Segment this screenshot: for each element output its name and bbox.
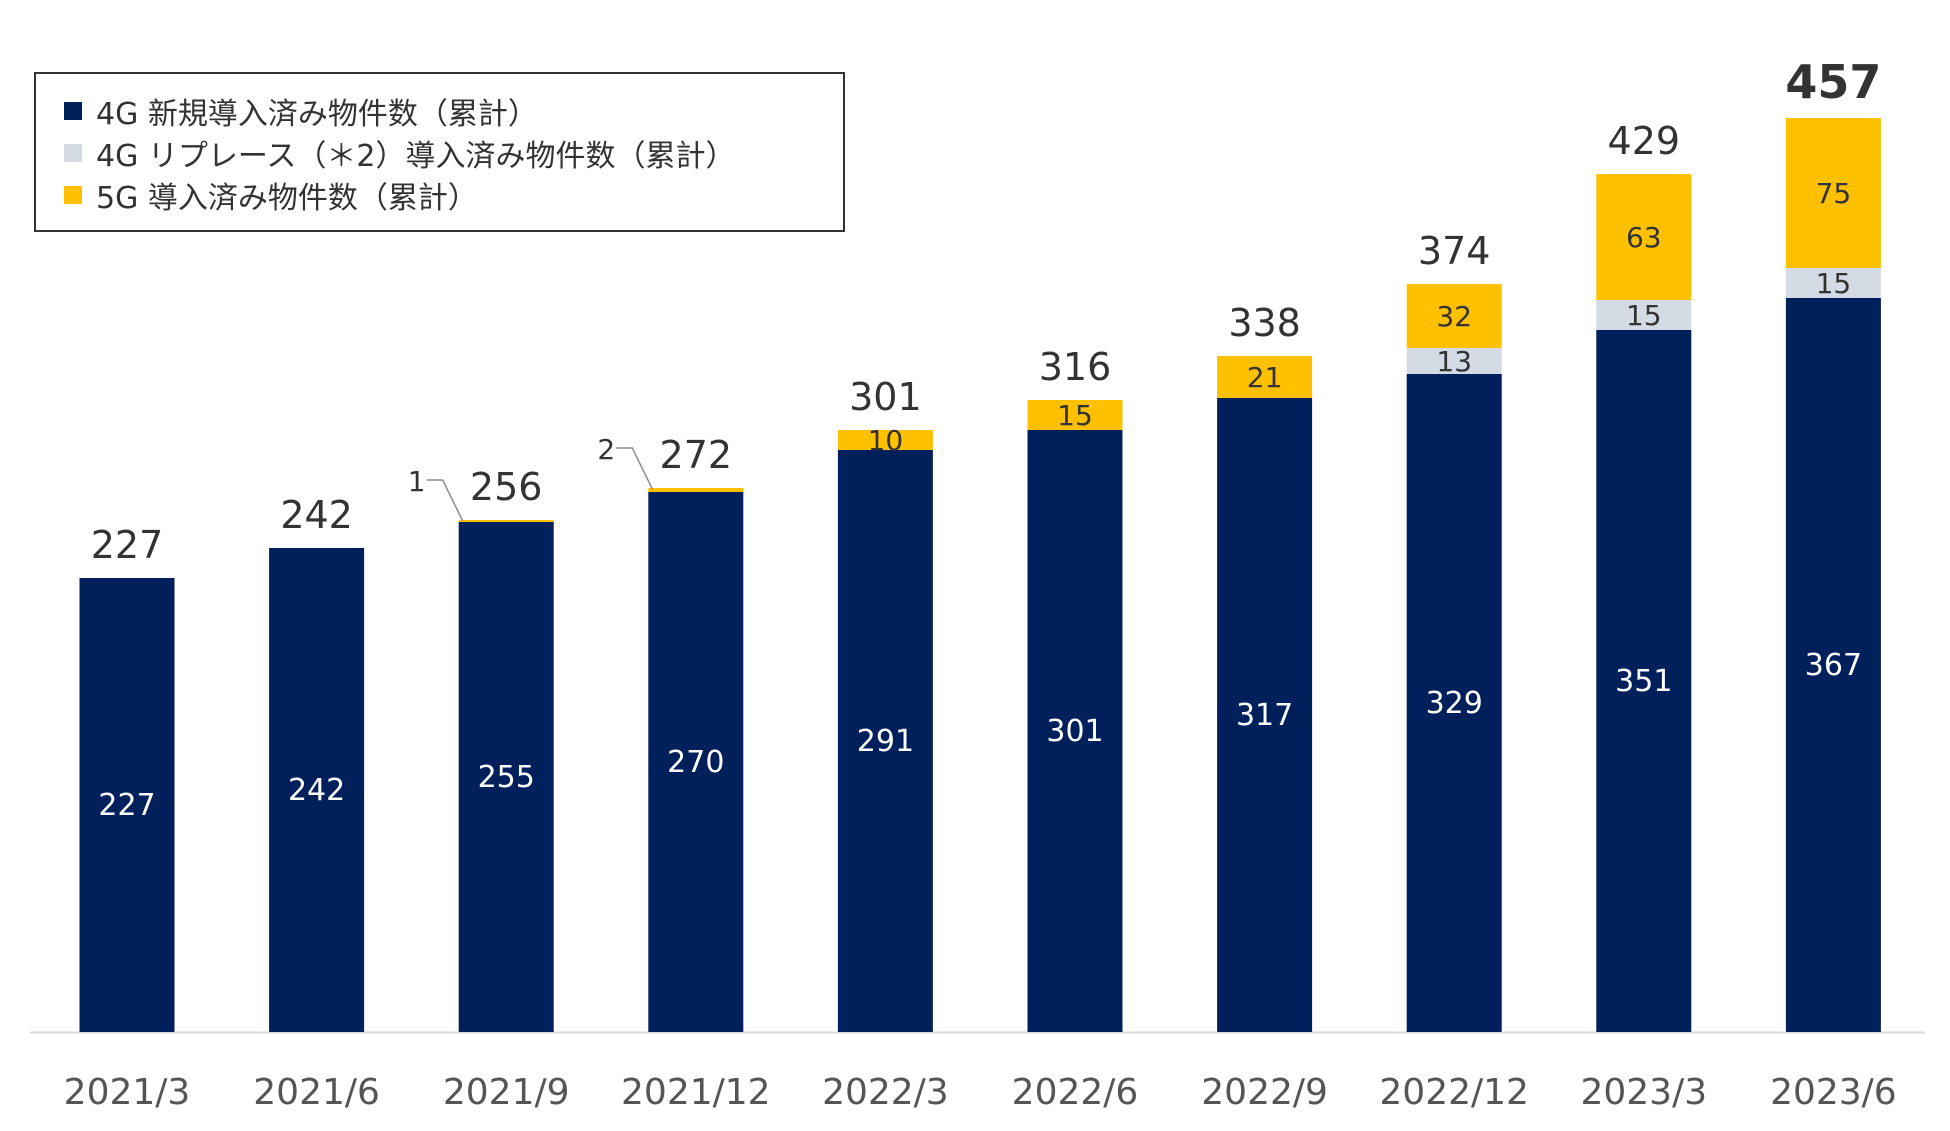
value-label-4g-replace-7: 13 [1436,345,1472,378]
value-label-4g-new-0: 227 [98,788,155,823]
bar-5g-8 [1596,174,1692,300]
value-label-4g-new-9: 367 [1805,648,1862,683]
value-label-5g-3: 2 [597,433,615,466]
bar-4g-new-9 [1785,298,1881,1032]
bar-5g-3 [648,488,744,492]
x-tick-label-0: 2021/3 [64,1072,191,1113]
total-label-0: 227 [91,523,164,567]
total-label-9: 457 [1785,55,1881,109]
value-label-4g-new-3: 270 [667,745,724,780]
bar-4g-replace-8 [1596,300,1692,330]
bar-4g-new-1 [269,548,365,1032]
value-label-5g-5: 15 [1057,399,1093,432]
value-label-5g-4: 10 [868,424,904,457]
bar-4g-new-5 [1027,430,1123,1032]
value-label-4g-new-2: 255 [478,760,535,795]
legend-label-4g-new: 4G 新規導入済み物件数（累計） [96,97,538,132]
x-tick-label-7: 2022/12 [1379,1072,1529,1113]
bar-5g-2 [458,520,554,522]
value-label-4g-new-5: 301 [1046,714,1103,749]
value-label-4g-new-8: 351 [1615,664,1672,699]
total-label-1: 242 [280,493,353,537]
total-label-3: 272 [660,433,733,477]
value-label-4g-new-7: 329 [1426,686,1483,721]
legend-swatch-4g-replace [64,144,82,162]
total-label-5: 316 [1039,345,1112,389]
bar-4g-new-8 [1596,330,1692,1032]
bar-5g-4 [837,430,933,450]
value-label-5g-7: 32 [1436,300,1472,333]
total-label-8: 429 [1608,119,1681,163]
value-label-4g-replace-9: 15 [1816,267,1852,300]
legend-swatch-4g-new [64,102,82,120]
total-label-7: 374 [1418,229,1491,273]
total-label-4: 301 [849,375,922,419]
x-tick-label-2: 2021/9 [443,1072,570,1113]
value-label-5g-6: 21 [1247,361,1283,394]
value-label-5g-2: 1 [408,465,426,498]
bar-4g-replace-7 [1406,348,1502,374]
total-label-2: 256 [470,465,543,509]
x-tick-label-4: 2022/3 [822,1072,949,1113]
legend-label-5g: 5G 導入済み物件数（累計） [96,181,478,216]
value-label-4g-new-1: 242 [288,773,345,808]
bar-4g-new-7 [1406,374,1502,1032]
legend-item-4g-new: 4G 新規導入済み物件数（累計） [64,90,843,132]
legend-item-4g-replace: 4G リプレース（＊2）導入済み物件数（累計） [64,132,843,174]
bar-5g-7 [1406,284,1502,348]
bar-4g-new-2 [458,522,554,1032]
value-label-4g-replace-8: 15 [1626,299,1662,332]
bar-5g-9 [1785,118,1881,268]
x-tick-label-8: 2023/3 [1580,1072,1707,1113]
x-tick-label-5: 2022/6 [1012,1072,1139,1113]
legend-swatch-5g [64,186,82,204]
value-label-5g-8: 63 [1626,221,1662,254]
value-label-4g-new-4: 291 [857,724,914,759]
bar-4g-new-3 [648,492,744,1032]
legend-item-5g: 5G 導入済み物件数（累計） [64,174,843,216]
leader-line-5g-2 [426,479,464,522]
bar-4g-new-6 [1217,398,1313,1032]
x-tick-label-1: 2021/6 [253,1072,380,1113]
x-tick-label-6: 2022/9 [1201,1072,1328,1113]
value-label-5g-9: 75 [1816,177,1852,210]
x-tick-label-9: 2023/6 [1770,1072,1897,1113]
legend-label-4g-replace: 4G リプレース（＊2）導入済み物件数（累計） [96,139,736,174]
total-label-6: 338 [1228,301,1301,345]
bar-5g-5 [1027,400,1123,430]
x-tick-label-3: 2021/12 [621,1072,771,1113]
bar-4g-new-4 [837,450,933,1032]
bar-5g-6 [1217,356,1313,398]
bar-4g-new-0 [79,578,175,1032]
value-label-4g-new-6: 317 [1236,698,1293,733]
chart-legend: 4G 新規導入済み物件数（累計） 4G リプレース（＊2）導入済み物件数（累計）… [34,72,845,232]
leader-line-5g-3 [616,447,653,490]
bar-4g-replace-9 [1785,268,1881,298]
